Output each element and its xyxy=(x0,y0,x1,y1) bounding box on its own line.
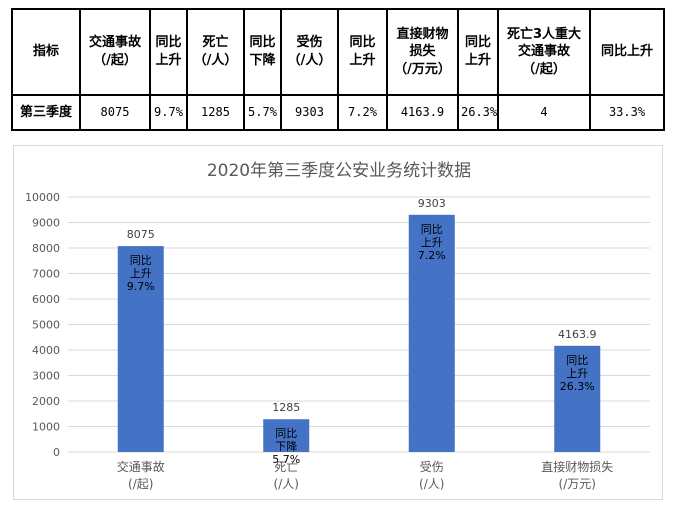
table-cell: 1285 xyxy=(186,94,245,131)
y-tick-label: 4000 xyxy=(32,344,60,357)
chart-title: 2020年第三季度公安业务统计数据 xyxy=(207,161,471,181)
stats-table: 指标 交通事故 （/起） 同比 上升 死亡 （/人） 同比 下降 受伤 （/人）… xyxy=(11,8,665,131)
bar xyxy=(263,419,310,452)
row-label-cell: 第三季度 xyxy=(11,94,81,131)
bar xyxy=(117,246,164,452)
y-tick-label: 1000 xyxy=(32,421,60,434)
y-tick-label: 10000 xyxy=(25,191,60,204)
x-tick-label: 交通事故(/起) xyxy=(117,459,165,491)
bar-annotation: 同比上升 9.7% xyxy=(127,254,155,293)
chart-frame: 2020年第三季度公安业务统计数据 0 1000 2000 3000 4000 5000 6… xyxy=(13,145,663,500)
header-cell: 同比上升 xyxy=(589,8,665,96)
table-cell: 5.7% xyxy=(243,94,282,131)
table-row: 第三季度 8075 9.7% 1285 5.7% 9303 7.2% 4163.… xyxy=(11,94,665,131)
bar-annotation: 同比上升 7.2% xyxy=(418,223,446,262)
y-tick-label: 0 xyxy=(53,446,60,459)
header-cell: 直接财物 损失 （/万元） xyxy=(386,8,459,96)
header-cell: 同比 上升 xyxy=(337,8,388,96)
header-cell: 指标 xyxy=(11,8,81,96)
table-cell: 26.3% xyxy=(457,94,499,131)
y-tick-label: 7000 xyxy=(32,268,60,281)
table-cell: 4163.9 xyxy=(386,94,459,131)
bar-annotation: 同比上升 26.3% xyxy=(560,354,595,393)
table-cell: 33.3% xyxy=(589,94,665,131)
y-tick-label: 6000 xyxy=(32,293,60,306)
header-cell: 交通事故 （/起） xyxy=(79,8,151,96)
table-cell: 7.2% xyxy=(337,94,388,131)
table-cell: 9.7% xyxy=(149,94,188,131)
table-header-row: 指标 交通事故 （/起） 同比 上升 死亡 （/人） 同比 下降 受伤 （/人）… xyxy=(11,8,665,96)
data-label: 1285 xyxy=(272,401,300,414)
table-cell: 8075 xyxy=(79,94,151,131)
x-tick-label: 直接财物损失(/万元) xyxy=(541,459,613,491)
header-cell: 同比 上升 xyxy=(457,8,499,96)
bar xyxy=(408,214,455,452)
bar-annotation: 同比下降 5.7% xyxy=(272,427,300,466)
header-cell: 同比 下降 xyxy=(243,8,282,96)
header-cell: 死亡 （/人） xyxy=(186,8,245,96)
y-tick-label: 9000 xyxy=(32,217,60,230)
header-cell: 受伤 （/人） xyxy=(280,8,339,96)
header-cell: 同比 上升 xyxy=(149,8,188,96)
y-tick-label: 2000 xyxy=(32,395,60,408)
y-tick-label: 3000 xyxy=(32,370,60,383)
y-tick-label: 8000 xyxy=(32,242,60,255)
x-tick-label: 受伤(/人) xyxy=(419,460,444,491)
bar xyxy=(554,345,601,452)
header-cell: 死亡3人重大 交通事故 （/起） xyxy=(497,8,591,96)
bar-chart: 2020年第三季度公安业务统计数据 0 1000 2000 3000 4000 5000 6… xyxy=(25,161,650,491)
x-tick-label: 死亡(/人) xyxy=(274,460,299,491)
y-tick-label: 5000 xyxy=(32,319,60,332)
data-label: 4163.9 xyxy=(558,328,597,341)
table-cell: 4 xyxy=(497,94,591,131)
data-label: 8075 xyxy=(127,228,155,241)
table-cell: 9303 xyxy=(280,94,339,131)
data-label: 9303 xyxy=(418,197,446,210)
